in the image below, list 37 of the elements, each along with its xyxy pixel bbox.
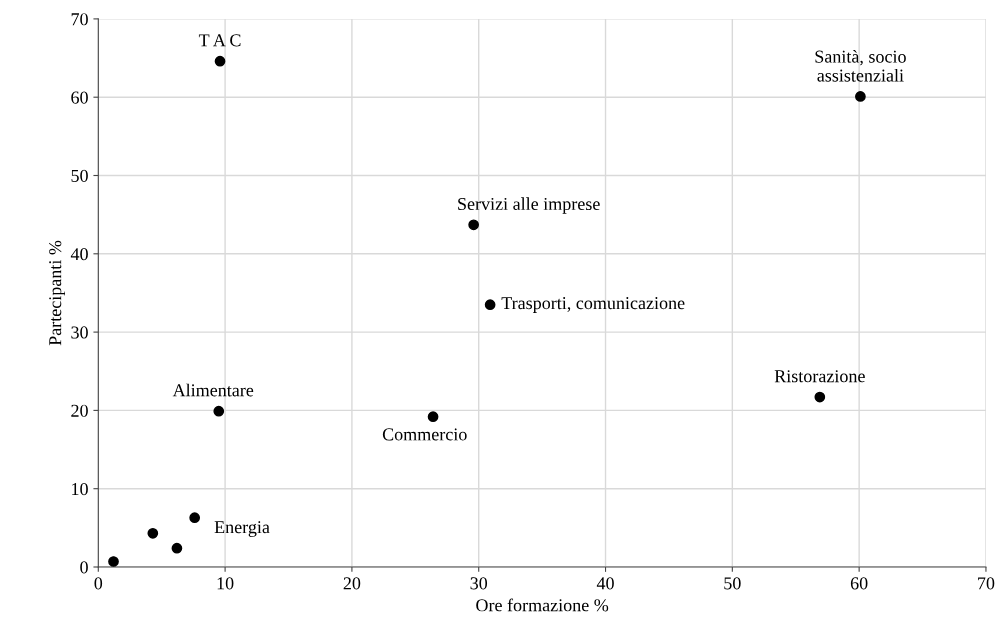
annotation: Alimentare — [172, 383, 254, 397]
annotation: Servizi alle imprese — [458, 197, 600, 214]
point — [147, 527, 159, 539]
point — [484, 299, 496, 311]
y-tick-label: 0 — [80, 561, 88, 574]
y-tick-label: 10 — [72, 482, 88, 496]
x-tick-label: 10 — [217, 577, 234, 590]
y-tick-label: 20 — [71, 404, 88, 417]
x-tick-label: 70 — [978, 577, 995, 590]
y-tick-label: 40 — [70, 248, 88, 261]
annotation: Sanità, socio assistenziali — [815, 50, 906, 82]
y-axis-title: Partecipanti % — [49, 240, 65, 346]
x-tick-label: 60 — [850, 577, 868, 590]
annotation: Energia — [214, 521, 270, 537]
y-tick-label: 50 — [71, 169, 88, 182]
x-axis-title: Ore formazione % — [476, 598, 609, 612]
annotation: Ristorazione — [774, 370, 865, 383]
y-tick-label: 70 — [71, 13, 88, 26]
x-tick-label: 50 — [724, 577, 741, 590]
x-tick-label: 0 — [94, 577, 103, 590]
point — [108, 556, 119, 567]
y-tick-label: 60 — [71, 91, 88, 104]
x-tick-label: 30 — [470, 577, 488, 590]
x-tick-label: 20 — [343, 577, 361, 590]
point — [213, 405, 225, 417]
point — [814, 391, 826, 403]
annotation: Commercio — [382, 428, 467, 441]
point — [171, 542, 183, 554]
point — [189, 512, 201, 524]
annotation: T A C — [198, 34, 241, 47]
point — [427, 411, 439, 423]
annotation: Trasporti, comunicazione — [501, 297, 685, 313]
y-tick-label: 30 — [71, 326, 88, 339]
point — [214, 55, 226, 67]
point — [855, 91, 866, 102]
x-tick-label: 40 — [596, 577, 614, 590]
point — [468, 219, 479, 231]
